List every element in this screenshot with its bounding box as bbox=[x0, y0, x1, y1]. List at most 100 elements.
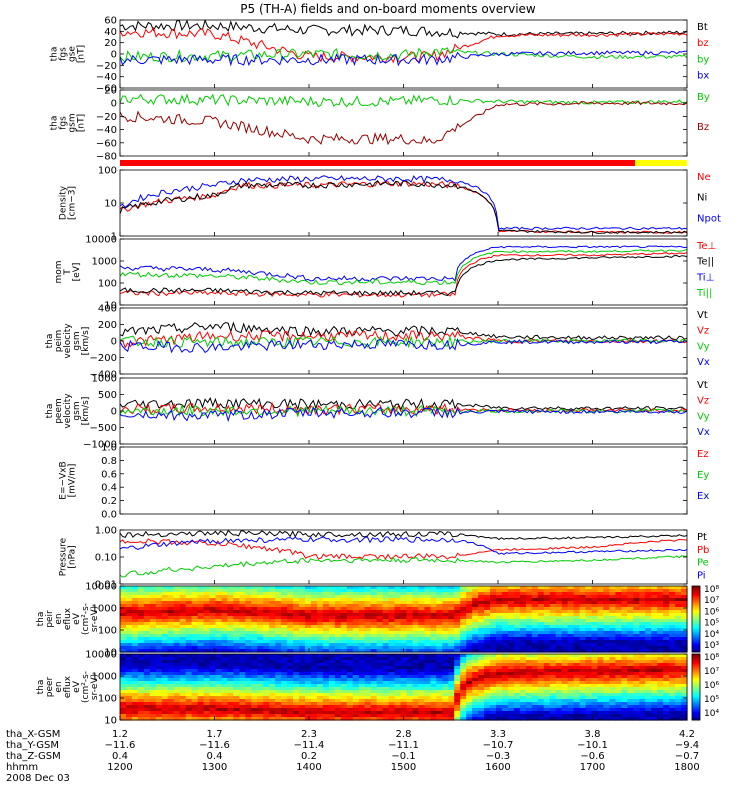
spectrogram-cell bbox=[227, 634, 234, 638]
spectrogram-cell bbox=[269, 669, 276, 673]
spectrogram-cell bbox=[537, 616, 545, 620]
spectrogram-cell bbox=[537, 625, 545, 629]
spectrogram-cell bbox=[275, 666, 282, 670]
spectrogram-cell bbox=[430, 607, 437, 611]
spectrogram-cell bbox=[131, 589, 139, 593]
spectrogram-cell bbox=[603, 708, 610, 712]
spectrogram-cell bbox=[537, 619, 545, 623]
spectrogram-cell bbox=[209, 669, 217, 673]
spectrogram-cell bbox=[269, 675, 276, 679]
spectrogram-cell bbox=[400, 660, 408, 664]
y-axis-label-line: eV bbox=[72, 680, 82, 693]
spectrogram-cell bbox=[388, 675, 396, 679]
spectrogram-cell bbox=[418, 690, 425, 694]
spectrogram-cell bbox=[675, 634, 682, 638]
spectrogram-cell bbox=[185, 631, 193, 635]
legend-label: Pi bbox=[697, 571, 706, 582]
spectrogram-cell bbox=[173, 687, 181, 691]
spectrogram-cell bbox=[406, 657, 414, 661]
spectrogram-cell bbox=[418, 625, 425, 629]
spectrogram-cell bbox=[382, 678, 390, 682]
spectrogram-cell bbox=[149, 699, 157, 703]
spectrogram-cell bbox=[513, 711, 521, 715]
spectrogram-cell bbox=[513, 592, 521, 596]
spectrogram-cell bbox=[317, 616, 324, 620]
spectrogram-cell bbox=[496, 663, 503, 667]
spectrogram-cell bbox=[478, 699, 485, 703]
spectrogram-cell bbox=[346, 675, 354, 679]
spectrogram-cell bbox=[490, 616, 497, 620]
spectrogram-cell bbox=[448, 604, 455, 608]
spectrogram-cell bbox=[442, 601, 449, 605]
spectrogram-cell bbox=[436, 619, 443, 623]
spectrogram-cell bbox=[681, 592, 688, 596]
spectrogram-cell bbox=[167, 690, 175, 694]
spectrogram-cell bbox=[627, 640, 634, 644]
spectrogram-cell bbox=[573, 625, 581, 629]
spectrogram-cell bbox=[490, 610, 497, 614]
spectrogram-cell bbox=[281, 681, 288, 685]
spectrogram-cell bbox=[460, 592, 467, 596]
spectrogram-cell bbox=[645, 646, 652, 650]
spectrogram-cell bbox=[621, 631, 628, 635]
spectrogram-cell bbox=[257, 592, 264, 596]
spectrogram-cell bbox=[442, 607, 449, 611]
spectrogram-cell bbox=[161, 637, 169, 641]
spectrogram-cell bbox=[221, 699, 229, 703]
spectrogram-cell bbox=[317, 714, 324, 718]
spectrogram-cell bbox=[143, 705, 151, 709]
spectrogram-cell bbox=[382, 607, 390, 611]
spectrogram-cell bbox=[627, 660, 634, 664]
spectrogram-cell bbox=[466, 619, 473, 623]
spectrogram-cell bbox=[597, 708, 605, 712]
spectrogram-cell bbox=[507, 643, 515, 647]
spectrogram-cell bbox=[454, 607, 461, 611]
spectrogram-cell bbox=[155, 666, 163, 670]
spectrogram-cell bbox=[484, 663, 491, 667]
spectrogram-cell bbox=[412, 613, 420, 617]
spectrogram-cell bbox=[215, 702, 223, 706]
spectrogram-cell bbox=[328, 607, 336, 611]
spectrogram-cell bbox=[179, 634, 187, 638]
series-line-Vx bbox=[119, 406, 688, 423]
spectrogram-cell bbox=[454, 592, 461, 596]
spectrogram-cell bbox=[394, 705, 402, 709]
y-axis-label-line: [km/s] bbox=[81, 397, 91, 426]
spectrogram-cell bbox=[448, 660, 455, 664]
spectrogram-cell bbox=[269, 637, 276, 641]
spectrogram-cell bbox=[376, 598, 384, 602]
spectrogram-cell bbox=[197, 589, 205, 593]
spectrogram-cell bbox=[137, 684, 145, 688]
spectrogram-cell bbox=[442, 702, 449, 706]
colorbar-cell bbox=[692, 680, 700, 683]
spectrogram-cell bbox=[382, 604, 390, 608]
spectrogram-cell bbox=[472, 696, 479, 700]
spectrogram-cell bbox=[579, 690, 587, 694]
spectrogram-cell bbox=[537, 654, 545, 658]
colorbar-frame bbox=[691, 653, 701, 721]
spectrogram-cell bbox=[466, 660, 473, 664]
spectrogram-cell bbox=[364, 672, 372, 676]
spectrogram-cell bbox=[651, 681, 658, 685]
spectrogram-cell bbox=[221, 628, 229, 632]
spectrogram-cell bbox=[173, 604, 181, 608]
spectrogram-cell bbox=[519, 589, 527, 593]
spectrogram-cell bbox=[579, 595, 587, 599]
spectrogram-cell bbox=[245, 681, 252, 685]
spectrogram-cell bbox=[155, 717, 163, 721]
spectrogram-cell bbox=[197, 687, 205, 691]
spectrogram-cell bbox=[490, 592, 497, 596]
spectrogram-cell bbox=[555, 634, 563, 638]
spectrogram-cell bbox=[269, 634, 276, 638]
spectrogram-cell bbox=[179, 669, 187, 673]
spectrogram-cell bbox=[394, 657, 402, 661]
spectrogram-cell bbox=[633, 708, 640, 712]
spectrogram-cell bbox=[221, 586, 229, 590]
x-axis-value: −11.6 bbox=[105, 740, 136, 751]
spectrogram-cell bbox=[681, 601, 688, 605]
spectrogram-cell bbox=[197, 607, 205, 611]
spectrogram-cell bbox=[149, 690, 157, 694]
spectrogram-cell bbox=[173, 657, 181, 661]
spectrogram-cell bbox=[155, 610, 163, 614]
spectrogram-cell bbox=[215, 643, 223, 647]
